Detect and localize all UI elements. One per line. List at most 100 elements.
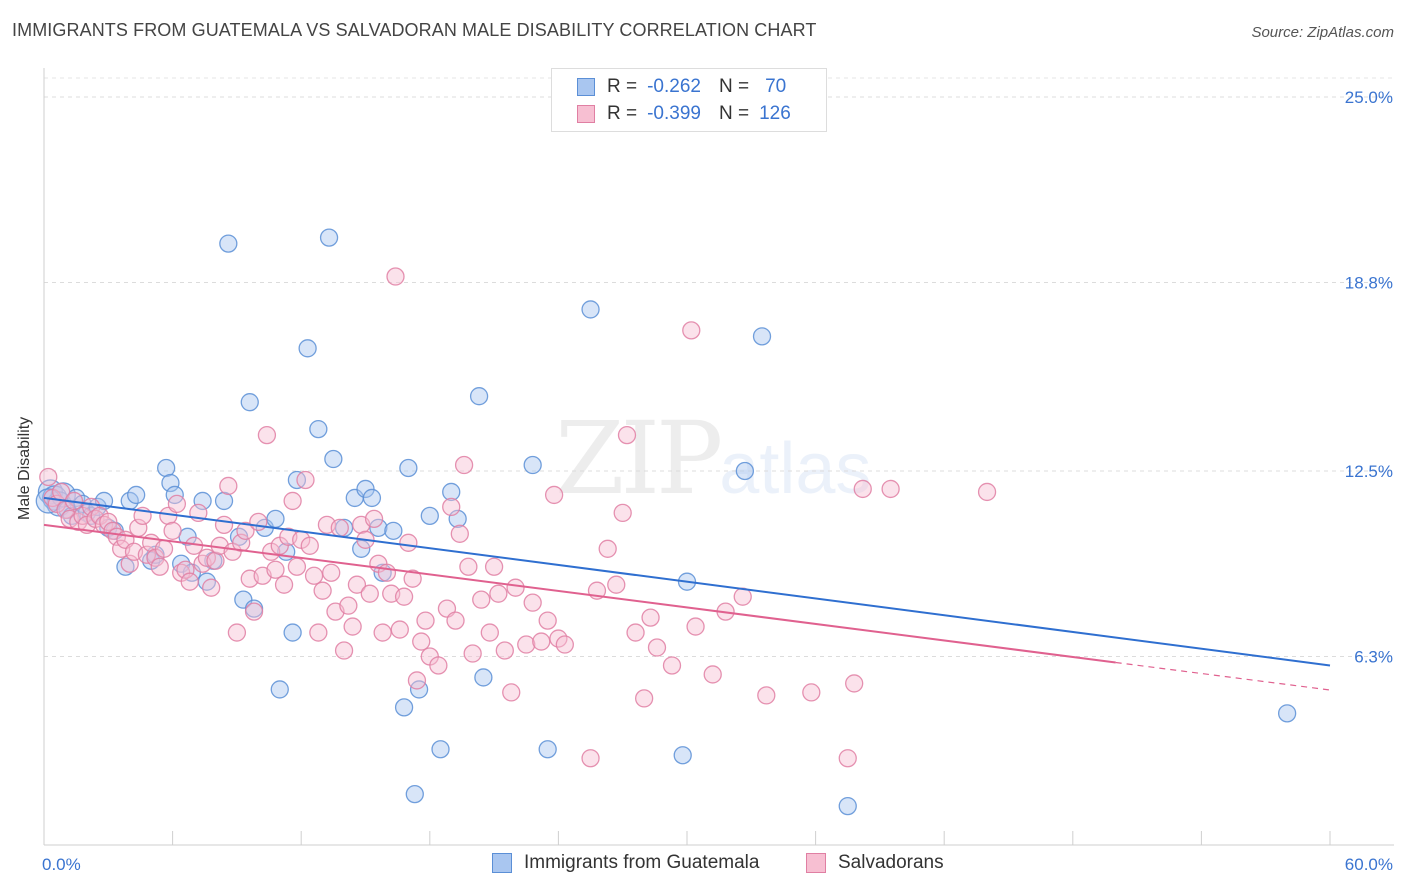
salvadoran-point — [163, 521, 182, 540]
guatemala-point — [161, 473, 180, 493]
salvadoran-point — [416, 611, 435, 630]
legend-label-guatemala: Immigrants from Guatemala — [524, 852, 760, 873]
salvadoran-point — [617, 425, 637, 445]
guatemala-point — [240, 393, 259, 412]
legend-r-label: R = — [607, 103, 638, 124]
salvadoran-point — [99, 512, 118, 532]
salvadoran-point — [450, 524, 469, 543]
salvadoran-point — [495, 641, 514, 660]
guatemala-point — [356, 479, 375, 499]
y-tick-label: 12.5% — [1345, 462, 1393, 481]
legend-swatch-salvadorans — [577, 105, 595, 123]
salvadoran-point — [343, 617, 362, 636]
salvadoran-point — [538, 611, 557, 630]
salvadoran-point — [881, 479, 900, 499]
guatemala-point — [405, 784, 424, 804]
guatemala-point — [127, 485, 146, 505]
salvadoran-point — [236, 521, 255, 540]
guatemala-point — [266, 509, 285, 529]
guatemala-point — [362, 488, 382, 508]
salvadoran-point — [634, 689, 654, 708]
salvadoran-point — [581, 749, 600, 768]
salvadoran-point — [176, 560, 195, 579]
salvadoran-point — [523, 593, 542, 612]
salvadoran-point — [703, 665, 722, 684]
legend-n-label: N = — [718, 103, 750, 124]
salvadoran-point — [502, 683, 521, 702]
salvadoran-trendline — [43, 523, 1116, 664]
salvadoran-point — [296, 470, 315, 490]
salvadoran-point — [120, 554, 139, 573]
salvadoran-point — [300, 536, 319, 555]
salvadoran-point — [598, 539, 617, 558]
legend-label-salvadorans: Salvadorans — [838, 852, 944, 873]
salvadoran-point — [407, 671, 427, 690]
guatemala-point — [399, 458, 418, 478]
salvadoran-point — [219, 476, 238, 496]
salvadoran-point — [853, 479, 872, 499]
salvadoran-point — [390, 620, 409, 639]
salvadoran-point — [489, 584, 508, 603]
salvadoran-point — [506, 578, 525, 597]
salvadoran-point — [304, 566, 324, 585]
series-legend-salvadorans: Salvadorans — [806, 852, 944, 874]
guatemala-point — [319, 228, 339, 247]
guatemala-point — [219, 234, 238, 253]
guatemala-point — [1277, 704, 1297, 723]
salvadoran-point — [532, 632, 551, 651]
salvadoran-point — [802, 683, 821, 702]
salvadoran-point — [322, 563, 341, 582]
guatemala-point — [469, 387, 489, 406]
legend-r-value: -0.262 — [647, 76, 701, 97]
salvadoran-point — [686, 617, 705, 636]
legend-swatch-salvadorans — [806, 853, 826, 873]
salvadoran-point — [412, 632, 431, 651]
guatemala-point — [157, 458, 176, 478]
guatemala-point — [214, 491, 234, 511]
salvadoran-point — [544, 485, 564, 505]
salvadoran-point — [347, 575, 367, 594]
watermark-zip: ZIP — [555, 400, 723, 517]
correlation-legend: R = -0.262 N = 70 R = -0.399 N = 126 — [551, 68, 827, 132]
guatemala-point — [420, 506, 439, 526]
x-tick-label: 60.0% — [1345, 855, 1393, 874]
guatemala-point — [442, 482, 461, 502]
guatemala-point — [384, 521, 403, 540]
guatemala-point — [270, 680, 289, 699]
salvadoran-point — [472, 590, 491, 609]
salvadoran-point — [480, 623, 499, 642]
salvadoran-point — [682, 321, 701, 340]
salvadoran-point — [287, 557, 307, 576]
legend-r-label: R = — [607, 76, 638, 97]
series-legend-guatemala: Immigrants from Guatemala — [492, 852, 759, 874]
legend-row-salvadorans: R = -0.399 N = 126 — [577, 102, 791, 126]
salvadoran-point — [180, 572, 199, 591]
salvadoran-point — [202, 578, 221, 597]
guatemala-point — [352, 539, 371, 558]
salvadoran-point — [167, 494, 187, 514]
guatemala-point — [752, 327, 772, 346]
salvadoran-point — [484, 557, 504, 576]
salvadoran-point — [403, 569, 422, 588]
salvadoran-point — [214, 515, 234, 535]
guatemala-trendline — [43, 496, 1331, 667]
guatemala-point — [673, 746, 692, 765]
y-tick-label: 25.0% — [1345, 88, 1393, 107]
legend-swatch-guatemala — [577, 78, 595, 96]
legend-n-value: 70 — [765, 76, 787, 97]
salvadoran-point — [373, 623, 392, 642]
salvadoran-point — [463, 644, 482, 663]
salvadoran-point — [838, 749, 857, 768]
guatemala-point — [523, 455, 542, 475]
guatemala-point — [193, 491, 212, 511]
salvadoran-point — [647, 638, 667, 657]
salvadoran-point — [257, 425, 277, 445]
legend-swatch-guatemala — [492, 853, 512, 873]
salvadoran-point — [845, 674, 864, 693]
legend-n-label: N = — [718, 76, 750, 97]
salvadoran-point — [446, 611, 465, 630]
salvadoran-point — [274, 575, 294, 594]
guatemala-point — [735, 461, 755, 481]
guatemala-point — [431, 740, 450, 759]
